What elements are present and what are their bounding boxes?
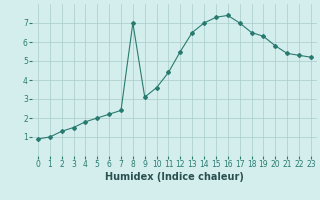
X-axis label: Humidex (Indice chaleur): Humidex (Indice chaleur) — [105, 172, 244, 182]
